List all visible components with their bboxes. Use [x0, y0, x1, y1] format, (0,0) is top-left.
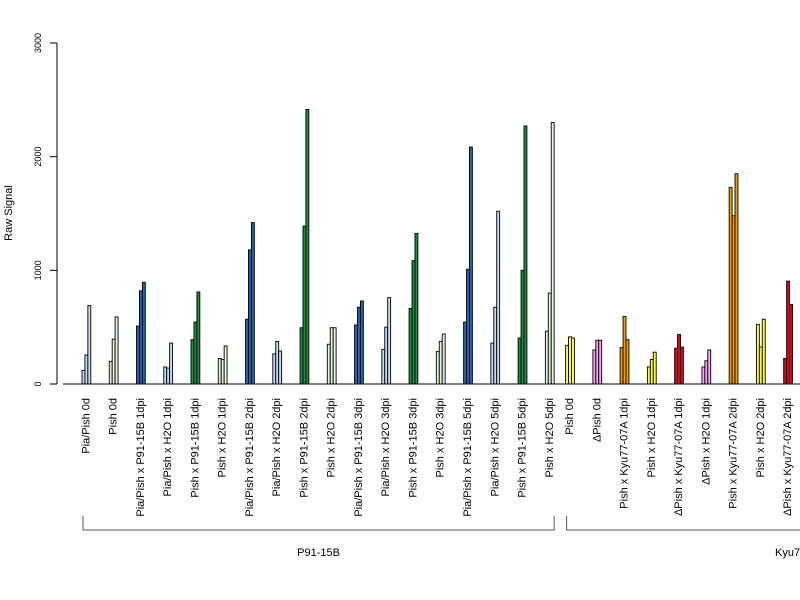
x-tick-label: Pish x H2O 5dpi: [544, 398, 556, 477]
y-tick-label: 3000: [33, 33, 43, 53]
bar: [278, 350, 283, 385]
bar: [761, 318, 766, 385]
bar: [114, 316, 119, 385]
bar: [414, 232, 419, 385]
x-tick-label: Pish x Kyu77-07A 1dpi: [619, 398, 631, 509]
bar: [652, 351, 657, 385]
x-tick-label: Pia/Pish x P91-15B 5dpi: [462, 398, 474, 517]
bars: [81, 109, 793, 385]
x-tick-label: Pish x H2O 3dpi: [435, 398, 447, 477]
bar: [707, 349, 712, 385]
group-label: Kyu77-07A: [775, 547, 800, 559]
bar: [305, 109, 310, 385]
x-tick-label: Pish x H2O 1dpi: [217, 398, 229, 477]
bar: [523, 125, 528, 385]
x-tick-label: Pia/Pish x H2O 1dpi: [162, 398, 174, 496]
x-tick-label: ΔPish x Kyu77-07A 1dpi: [673, 398, 685, 516]
x-tick-label: Pish x H2O 2dpi: [326, 398, 338, 477]
x-tick-label: Pish 0d: [564, 398, 576, 435]
bar: [359, 300, 364, 385]
bar: [789, 303, 793, 385]
x-tick-label: ΔPish x Kyu77-07A 2dpi: [782, 398, 794, 516]
y-axis-label: Raw Signal: [3, 185, 15, 241]
bar: [250, 222, 255, 385]
bar: [87, 305, 92, 385]
x-tick-label: Pish x H2O 2dpi: [755, 398, 767, 477]
group-label: P91-15B: [297, 547, 340, 559]
bar: [332, 327, 337, 385]
bar: [571, 337, 575, 385]
bar: [496, 210, 501, 385]
x-tick-label: Pia/Pish x H2O 5dpi: [489, 398, 501, 496]
bar: [598, 339, 603, 385]
x-tick-label: Pia/Pish x P91-15B 2dpi: [244, 398, 256, 517]
group-bracket: [566, 516, 800, 531]
x-tick-label: Pia/Pish x H2O 2dpi: [271, 398, 283, 496]
bar: [680, 346, 684, 385]
bar: [169, 342, 174, 385]
y-tick-label: 0: [33, 381, 43, 386]
bar: [223, 345, 228, 385]
x-tick-label: ΔPish x H2O 1dpi: [700, 398, 712, 485]
x-tick-label: Pia/Pish x H2O 3dpi: [380, 398, 392, 496]
bar: [441, 333, 446, 385]
x-tick-label: Pish 0d: [108, 398, 120, 435]
y-tick-label: 1000: [33, 260, 43, 280]
y-tick-label: 2000: [33, 147, 43, 167]
x-tick-label: ΔPish 0d: [591, 398, 603, 442]
bar: [550, 122, 555, 385]
x-tick-label: Pish x P91-15B 5dpi: [517, 398, 529, 498]
group-brackets: P91-15B Kyu77-07A: [82, 516, 800, 559]
group-bracket: [82, 516, 555, 531]
axes: 0 1000 2000 3000: [33, 33, 800, 387]
x-tick-label: Pish x P91-15B 2dpi: [298, 398, 310, 498]
bar: [734, 173, 739, 385]
x-tick-label: Pish x P91-15B 3dpi: [407, 398, 419, 498]
bar: [196, 291, 201, 385]
bar: [469, 146, 473, 385]
bar: [141, 281, 146, 385]
x-tick-labels: Pia/Pish 0d Pish 0d Pia/Pish x P91-15B 1dp…: [80, 398, 794, 517]
bar: [387, 297, 392, 385]
bar: [625, 339, 630, 385]
x-tick-label: Pia/Pish x P91-15B 1dpi: [135, 398, 147, 517]
x-tick-label: Pia/Pish 0d: [80, 398, 92, 454]
x-tick-label: Pish x H2O 1dpi: [646, 398, 658, 477]
x-tick-label: Pish x Kyu77-07A 2dpi: [728, 398, 740, 509]
x-tick-label: Pish x P91-15B 1dpi: [189, 398, 201, 498]
x-tick-label: Pia/Pish x P91-15B 3dpi: [353, 398, 365, 517]
